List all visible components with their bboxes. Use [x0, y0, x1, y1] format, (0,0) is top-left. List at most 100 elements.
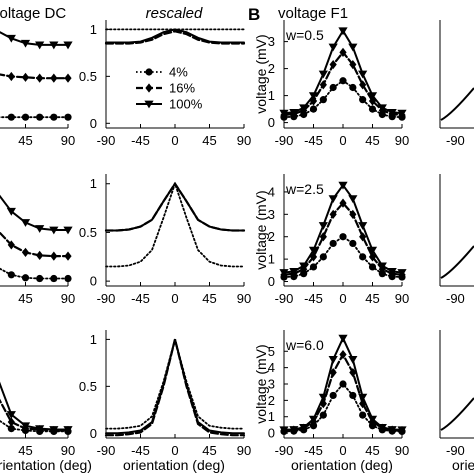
x-tick-label: 0	[339, 133, 346, 148]
data-point-triangle	[358, 222, 368, 230]
x-tick-label: -90	[446, 291, 465, 306]
data-point-triangle	[358, 70, 368, 79]
data-point-triangle	[328, 195, 338, 204]
data-point-circle	[50, 274, 58, 283]
series-line-edge	[440, 397, 474, 431]
ylabel-voltage-mv: voltage (mV)	[253, 344, 269, 423]
y-tick-label: 1	[90, 176, 97, 191]
chart-panel-1: -90 -45 0 45 90 0 0.5 1 4%16%100%	[79, 20, 251, 148]
xlabel-dc: orientation (deg)	[0, 457, 92, 473]
title-voltage-f1: voltage F1	[278, 5, 348, 22]
data-point-diamond	[7, 417, 15, 427]
data-point-triangle	[144, 100, 154, 109]
data-point-diamond	[36, 73, 44, 83]
data-point-circle	[36, 113, 44, 121]
data-point-triangle	[49, 226, 59, 235]
data-point-triangle	[367, 415, 378, 424]
data-point-circle	[7, 425, 15, 433]
y-tick-label: 0.5	[79, 225, 97, 240]
data-point-triangle	[6, 411, 16, 419]
data-point-triangle	[308, 246, 319, 255]
data-point-triangle	[20, 422, 31, 431]
x-tick-label: -45	[131, 443, 150, 458]
x-tick-label: -90	[97, 133, 116, 148]
data-point-circle	[36, 274, 44, 283]
data-point-diamond	[319, 232, 327, 242]
y-tick-label: 1	[90, 22, 97, 37]
title-voltage-dc: voltage DC	[0, 5, 66, 22]
chart-panel-edge-2: -90	[439, 330, 474, 458]
panel-label-b: B	[248, 5, 260, 24]
data-point-diamond	[21, 247, 30, 257]
data-point-triangle	[387, 108, 397, 117]
x-tick-label: 0	[339, 291, 346, 306]
data-point-triangle	[387, 426, 397, 434]
data-point-circle	[21, 113, 30, 121]
series-line-16pct	[104, 181, 246, 232]
xlabel-rescaled: orientation (deg)	[123, 457, 225, 473]
x-tick-label: -90	[97, 291, 116, 306]
series-line-100pct	[283, 28, 403, 115]
data-point-circle	[309, 263, 318, 271]
data-point-diamond	[7, 240, 15, 250]
y-tick-label: 1	[268, 409, 275, 424]
y-tick-label: 3	[268, 377, 275, 392]
y-tick-label: 0	[90, 274, 97, 289]
x-tick-label: -45	[131, 291, 150, 306]
x-tick-label: 90	[61, 291, 75, 306]
y-tick-label: 1	[90, 332, 97, 347]
data-point-diamond	[329, 59, 337, 70]
series-line-100pct	[105, 181, 245, 232]
x-tick-label: 0	[171, 291, 178, 306]
data-point-circle	[319, 253, 327, 261]
data-point-circle	[359, 253, 367, 261]
data-point-triangle	[338, 27, 348, 36]
y-tick-label: 3	[268, 207, 275, 222]
data-point-diamond	[64, 251, 72, 261]
x-tick-label: 0	[171, 133, 178, 148]
y-tick-label: 3	[268, 34, 275, 49]
data-point-triangle	[63, 426, 73, 434]
xlabel-f1: orientation (deg)	[291, 457, 393, 473]
x-tick-label: -90	[275, 443, 294, 458]
data-point-circle	[329, 391, 337, 400]
y-tick-label: 0	[90, 116, 97, 131]
x-tick-label: -90	[275, 291, 294, 306]
x-tick-label: 45	[365, 133, 379, 148]
data-point-triangle	[318, 70, 328, 79]
data-point-circle	[50, 113, 58, 121]
chart-panel-edge-1: -90	[439, 174, 474, 306]
series-line-16pct	[104, 339, 246, 437]
data-point-circle	[7, 271, 15, 279]
chart-panel-edge-0: -90	[439, 20, 474, 148]
chart-panel-8: -90 -45 0 45 90 0 123 45 w=6.0 voltage (mV)	[253, 330, 409, 458]
data-point-circle	[64, 113, 72, 121]
data-point-diamond	[359, 232, 367, 242]
series-line-edge	[440, 87, 474, 121]
y-tick-label: 0.5	[79, 69, 97, 84]
x-tick-label: 90	[237, 291, 251, 306]
y-tick-label: 0.5	[79, 379, 97, 394]
data-point-diamond	[64, 73, 72, 83]
data-point-triangle	[35, 41, 45, 50]
series-line-16pct	[0, 231, 70, 258]
data-point-triangle	[49, 41, 59, 50]
data-point-circle	[319, 411, 327, 419]
x-tick-label: -90	[275, 133, 294, 148]
data-point-triangle	[318, 222, 328, 230]
data-point-triangle	[328, 356, 338, 364]
y-tick-label: 0	[268, 274, 275, 289]
data-point-triangle	[397, 109, 407, 118]
y-tick-label: 2	[268, 61, 275, 76]
data-point-triangle	[377, 104, 387, 113]
x-tick-label: 90	[237, 133, 251, 148]
data-point-triangle	[348, 195, 358, 204]
data-point-triangle	[63, 226, 73, 235]
x-tick-label: 45	[18, 133, 32, 148]
data-point-circle	[319, 96, 327, 104]
series-line-16pct	[282, 352, 404, 432]
